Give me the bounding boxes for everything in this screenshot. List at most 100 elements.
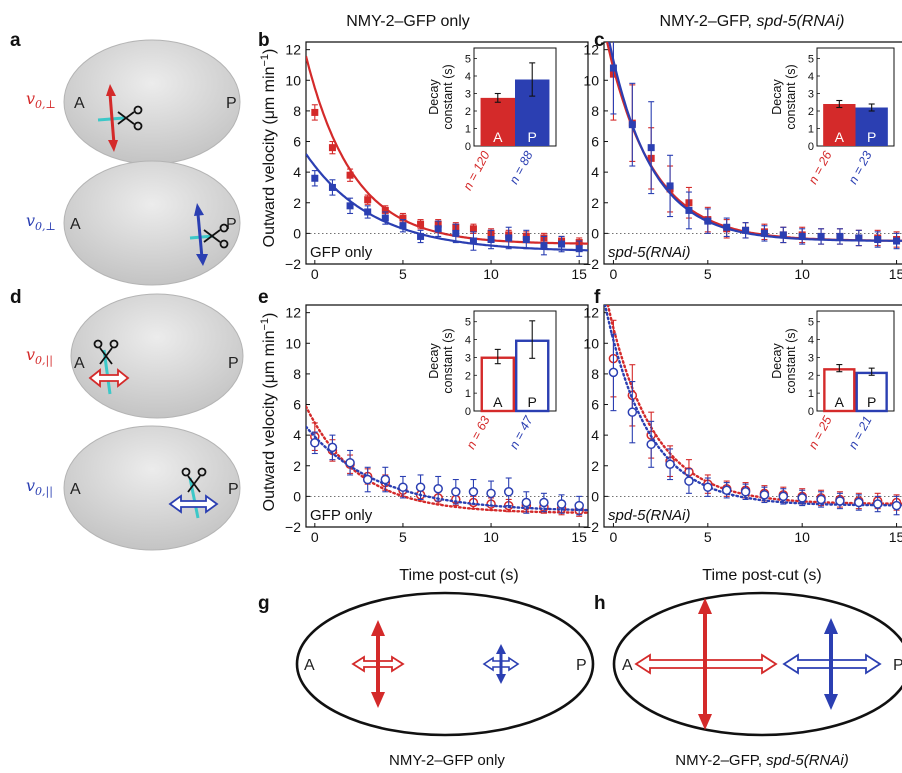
x-tick-label: 10	[794, 529, 810, 545]
y-tick-label: 2	[293, 195, 301, 211]
data-point-P	[398, 482, 408, 492]
embryo-posterior-par	[63, 425, 241, 551]
inset-y-tick-label: 1	[808, 124, 814, 136]
inset-y-tick-label: 0	[808, 406, 814, 418]
embryo-a-label: A	[70, 216, 81, 233]
inset-ylabel-line2: constant (s)	[784, 64, 798, 129]
inset-y-tick-label: 0	[465, 141, 471, 153]
inset-bar-label-P: P	[867, 394, 876, 410]
y-tick-label: 4	[293, 427, 301, 443]
data-point-A	[469, 225, 477, 233]
data-point-P	[522, 236, 530, 244]
y-tick-label: 8	[591, 366, 599, 382]
data-point-P	[486, 488, 496, 499]
x-tick-label: 10	[794, 266, 810, 282]
y-tick-label: 10	[285, 72, 301, 88]
y-tick-label: 6	[293, 134, 301, 150]
v-par-label-posterior: v0,||	[26, 476, 53, 499]
data-point-P	[760, 229, 768, 237]
x-tick-label: 0	[311, 529, 319, 545]
panel-d: A P v0,|| A P v0,||	[26, 293, 244, 551]
data-point-P	[798, 232, 806, 240]
axes-frame	[603, 304, 902, 528]
scissors-icon	[181, 467, 207, 493]
scissors-icon	[93, 339, 119, 365]
x-tick-label: 5	[704, 529, 712, 545]
data-point-P	[558, 240, 566, 248]
y-tick-label: 12	[583, 305, 599, 321]
inset-y-tick-label: 3	[808, 352, 814, 364]
y-tick-label: 2	[591, 195, 599, 211]
condition-label: GFP only	[310, 507, 373, 524]
data-point-P	[364, 208, 372, 216]
caption-g: NMY-2–GFP only	[389, 752, 505, 769]
x-tick-label: 5	[704, 266, 712, 282]
embryo-p-label: P	[226, 216, 237, 233]
caption-h: NMY-2–GFP, spd-5(RNAi)	[675, 752, 848, 769]
y-tick-label: 8	[591, 103, 599, 119]
data-point-P	[380, 474, 391, 485]
y-tick-label: −2	[583, 519, 599, 535]
v-perp-label-anterior: v0,⊥	[26, 89, 56, 111]
data-point-P	[703, 482, 713, 492]
x-tick-label: 0	[610, 266, 618, 282]
data-point-P	[740, 487, 751, 497]
data-point-A	[381, 206, 389, 214]
data-point-A	[346, 171, 354, 179]
y-tick-label: 2	[293, 458, 301, 474]
y-tick-label: 12	[285, 305, 301, 321]
cut-arrow-posterior-par	[168, 477, 219, 519]
data-point-P	[311, 174, 319, 182]
arrow-posterior-perp-h	[824, 618, 838, 710]
data-point-P	[609, 64, 617, 72]
data-point-P	[540, 242, 548, 250]
data-point-P	[556, 499, 567, 509]
embryo-p-label: P	[228, 481, 239, 498]
x-tick-label: 15	[571, 529, 587, 545]
x-tick-label: 10	[483, 266, 499, 282]
inset-y-tick-label: 0	[465, 406, 471, 418]
y-tick-label: −2	[285, 519, 301, 535]
data-point-P	[468, 487, 479, 497]
plot-area	[306, 55, 588, 257]
y-tick-label: 8	[293, 366, 301, 382]
inset-ylabel-line2: constant (s)	[441, 64, 455, 129]
data-point-P	[521, 497, 532, 508]
data-point-P	[328, 183, 336, 191]
schematic-embryo-g	[295, 591, 595, 737]
data-point-P	[469, 237, 477, 245]
scissors-icon	[117, 105, 143, 131]
inset-ylabel-line2: constant (s)	[784, 328, 798, 393]
inset-y-tick-label: 1	[465, 124, 471, 136]
data-point-A	[311, 108, 319, 116]
data-point-P	[779, 231, 787, 239]
data-point-P	[721, 485, 732, 496]
cut-arrow-anterior-perp	[97, 84, 125, 152]
inset-bar-label-A: A	[835, 394, 845, 410]
x-tick-label: 15	[571, 266, 587, 282]
inset-bar-A	[823, 368, 856, 413]
data-point-P	[665, 459, 675, 469]
data-point-P	[627, 407, 638, 417]
inset-bar-label-A: A	[493, 129, 503, 145]
xlabel-right: Time post-cut (s)	[702, 567, 821, 584]
x-tick-label: 15	[889, 266, 902, 282]
cut-arrow-posterior-perp	[189, 203, 215, 266]
plot-area	[604, 305, 902, 516]
schematic-p-label: P	[576, 657, 587, 674]
y-tick-label: −2	[285, 256, 301, 272]
inset-y-tick-label: 2	[465, 370, 471, 382]
inset-bar-A	[823, 104, 856, 146]
fit-curve-P	[306, 425, 588, 512]
data-point-P	[836, 232, 844, 240]
x-tick-label: 5	[399, 266, 407, 282]
data-point-P	[797, 493, 807, 503]
inset-bar-label-P: P	[867, 129, 876, 145]
inset-bar-label-P: P	[528, 129, 537, 145]
data-point-P	[433, 483, 443, 494]
data-point-A	[328, 144, 336, 152]
inset-bar-label-A: A	[835, 129, 845, 145]
axes-frame	[305, 304, 589, 528]
